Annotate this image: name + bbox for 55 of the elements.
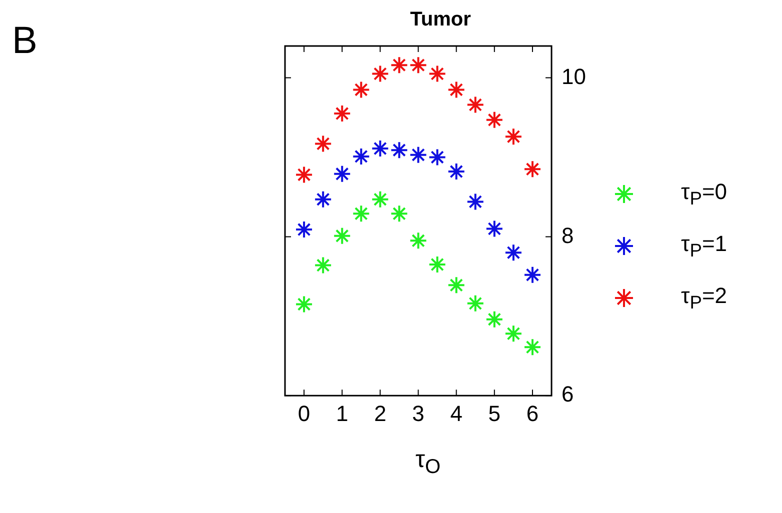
point	[333, 164, 352, 183]
point	[352, 147, 370, 166]
x-axis-title: τ$_{O}$	[414, 446, 442, 479]
y-tick-label: 6	[562, 382, 574, 407]
legend-label: τ$_{P}$=1	[681, 230, 728, 262]
point	[295, 220, 314, 239]
legend-label: τ$_{P}$=2	[681, 282, 728, 314]
point	[428, 256, 446, 274]
x-tick-label: 1	[336, 400, 348, 426]
point	[504, 244, 522, 262]
x-tick-label: 2	[374, 400, 386, 426]
point	[371, 190, 390, 208]
point	[485, 310, 504, 328]
y-tick-label: 10	[562, 64, 586, 89]
point	[523, 266, 542, 284]
point	[466, 192, 484, 211]
x-tick-label: 3	[412, 400, 424, 426]
point	[333, 104, 352, 123]
legend-label: τ$_{P}$=0	[681, 178, 728, 210]
point	[314, 134, 332, 153]
point	[371, 64, 390, 83]
point	[295, 166, 314, 184]
x-tick-label: 6	[526, 400, 539, 426]
point	[352, 80, 370, 99]
x-tick-label: 5	[488, 400, 501, 426]
point	[409, 146, 428, 164]
point	[409, 56, 428, 74]
point	[314, 256, 332, 274]
x-tick-label: 0	[298, 400, 310, 426]
point	[523, 160, 542, 178]
point	[485, 110, 504, 129]
point	[390, 56, 408, 74]
point	[447, 276, 466, 294]
x-tick-label: 4	[450, 400, 462, 426]
point	[390, 204, 408, 223]
point	[447, 80, 466, 99]
y-tick-label: 8	[562, 222, 574, 248]
point	[295, 295, 314, 314]
point	[314, 190, 332, 208]
point	[390, 141, 408, 160]
point	[447, 162, 466, 181]
chart-title: Tumor	[410, 8, 472, 31]
point	[504, 128, 522, 146]
point	[428, 148, 446, 166]
point	[428, 64, 446, 83]
point	[485, 220, 504, 238]
text: B	[12, 20, 38, 63]
point	[523, 338, 542, 356]
point	[371, 139, 390, 158]
point	[466, 294, 484, 312]
point	[504, 324, 522, 343]
point	[352, 204, 370, 223]
point	[466, 96, 484, 114]
point	[409, 232, 428, 250]
point	[333, 226, 352, 245]
